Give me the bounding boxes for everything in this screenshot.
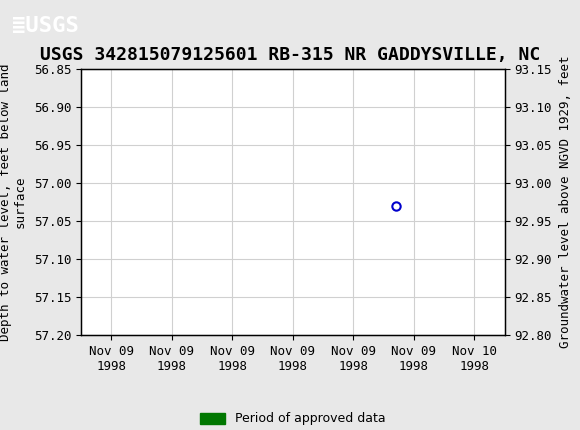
Text: ≣USGS: ≣USGS <box>12 16 78 36</box>
Y-axis label: Depth to water level, feet below land
surface: Depth to water level, feet below land su… <box>0 63 27 341</box>
Text: USGS 342815079125601 RB-315 NR GADDYSVILLE, NC: USGS 342815079125601 RB-315 NR GADDYSVIL… <box>40 46 540 64</box>
Legend: Period of approved data: Period of approved data <box>195 408 391 430</box>
Y-axis label: Groundwater level above NGVD 1929, feet: Groundwater level above NGVD 1929, feet <box>559 56 572 348</box>
